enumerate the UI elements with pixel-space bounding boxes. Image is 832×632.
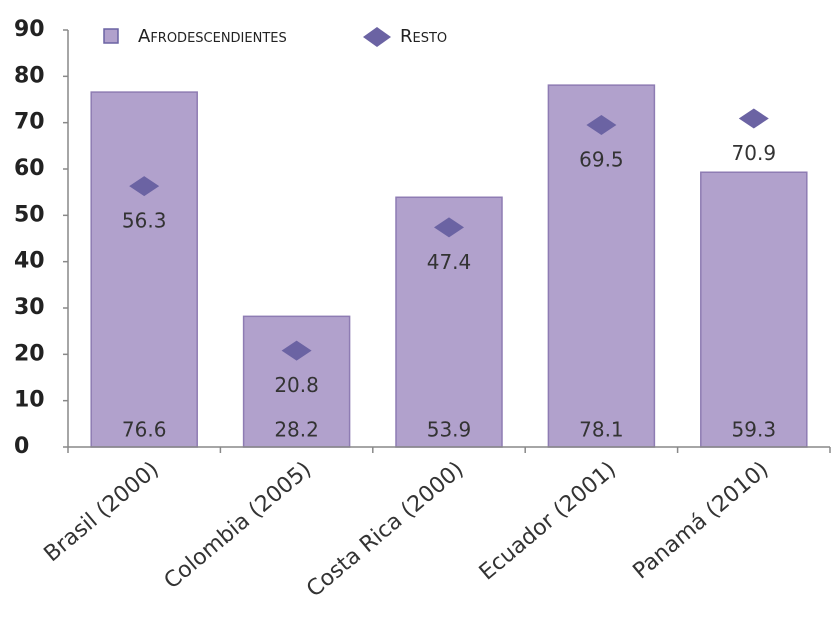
- bar-value-label: 53.9: [427, 418, 472, 442]
- x-tick-label: Panamá (2010): [629, 457, 774, 584]
- x-tick-label: Brasil (2000): [39, 457, 163, 567]
- bar-value-label: 76.6: [122, 418, 167, 442]
- legend-swatch: [103, 28, 119, 44]
- bar: [90, 91, 198, 448]
- bar: [242, 315, 351, 448]
- y-tick-label: 90: [14, 17, 45, 42]
- y-tick-label: 50: [14, 202, 45, 227]
- x-tick-label: Colombia (2005): [160, 457, 317, 594]
- marker: [434, 217, 464, 238]
- legend-label: Afrodescendientes: [138, 26, 287, 47]
- y-tick-label: 20: [14, 341, 45, 366]
- legend-marker: [363, 27, 391, 47]
- marker: [586, 114, 617, 135]
- bar-value-label: 28.2: [274, 418, 319, 442]
- y-tick-label: 80: [14, 63, 45, 88]
- y-tick-label: 60: [14, 156, 45, 181]
- marker-value-label: 56.3: [122, 209, 167, 233]
- bar: [547, 84, 656, 448]
- y-tick-label: 70: [14, 110, 45, 135]
- bar: [700, 171, 808, 448]
- marker-value-label: 69.5: [579, 147, 624, 171]
- bar-value-label: 59.3: [732, 418, 777, 442]
- marker: [129, 176, 160, 197]
- y-tick-label: 40: [14, 249, 45, 274]
- x-tick-label: Ecuador (2001): [475, 457, 621, 585]
- bar-value-label: 78.1: [579, 418, 624, 442]
- legend-label: Resto: [400, 26, 447, 47]
- marker-value-label: 47.4: [427, 250, 472, 274]
- marker-value-label: 70.9: [732, 141, 777, 165]
- y-tick-label: 10: [14, 388, 45, 413]
- marker: [281, 340, 312, 361]
- y-tick-label: 0: [14, 434, 29, 459]
- x-tick-label: Costa Rica (2000): [302, 457, 469, 602]
- marker-value-label: 20.8: [274, 373, 319, 397]
- marker: [738, 108, 769, 129]
- y-tick-label: 30: [14, 295, 45, 320]
